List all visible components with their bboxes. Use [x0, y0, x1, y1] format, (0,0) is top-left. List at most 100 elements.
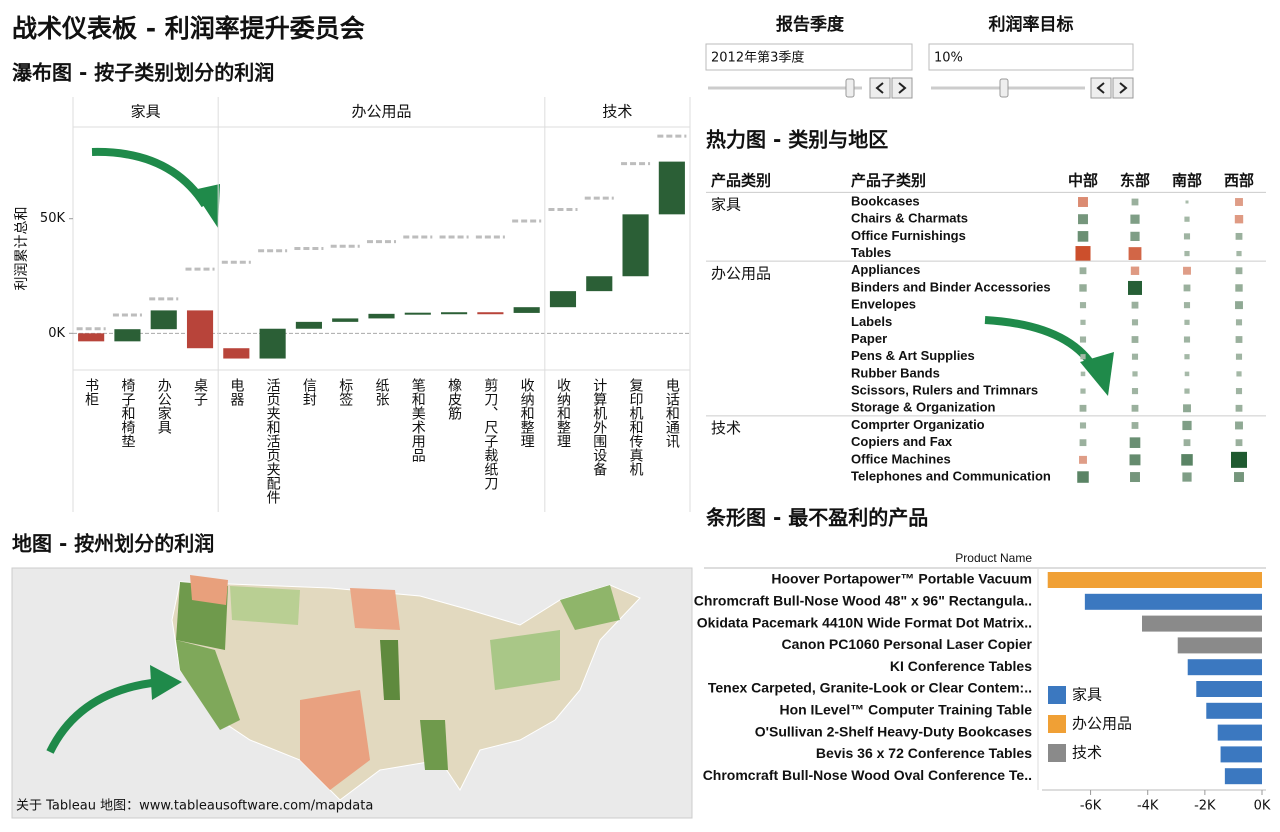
product-label: Hon ILevel™ Computer Training Table — [779, 702, 1032, 718]
x-tick-label: 计算机外围设备 — [591, 378, 607, 476]
next-button[interactable] — [891, 77, 913, 99]
product-label: Chromcraft Bull-Nose Wood 48" x 96" Rect… — [694, 593, 1032, 609]
bar — [1196, 681, 1262, 697]
row-group-label: 技术 — [711, 419, 741, 437]
bar — [1047, 572, 1262, 588]
heatmap-title: 热力图 - 类别与地区 — [706, 128, 888, 152]
filter-label: 利润率目标 — [989, 14, 1074, 35]
heat-cell — [1080, 319, 1086, 325]
filter-quarter[interactable]: 报告季度 2012年第3季度 — [705, 14, 913, 99]
state — [230, 586, 300, 625]
prev-icon — [875, 82, 884, 94]
heat-cell — [1182, 420, 1192, 431]
waterfall-bar — [78, 333, 105, 342]
x-tick-label: 椅子和椅垫 — [119, 378, 135, 448]
heat-cell — [1183, 284, 1191, 292]
product-label: Canon PC1060 Personal Laser Copier — [781, 636, 1032, 652]
waterfall-bar — [186, 310, 214, 349]
heat-cell — [1131, 336, 1139, 343]
x-tick-label: 办公家具 — [156, 378, 172, 434]
x-tick-label: 电器 — [228, 378, 244, 406]
heat-cell — [1131, 301, 1139, 309]
waterfall-bar — [150, 310, 177, 330]
row-label: Paper — [851, 331, 887, 346]
bar — [1206, 702, 1262, 719]
heat-cell — [1079, 336, 1087, 343]
waterfall-bar — [295, 321, 322, 329]
row-label: Storage & Organization — [851, 400, 996, 415]
next-button[interactable] — [1112, 77, 1134, 99]
filter-input[interactable] — [705, 43, 913, 71]
x-tick-label: 标签 — [337, 378, 353, 406]
row-label: Scissors, Rulers and Trimnars — [851, 383, 1038, 398]
group-label: 办公用品 — [351, 103, 411, 121]
heat-cell — [1080, 354, 1086, 360]
product-label: Bevis 36 x 72 Conference Tables — [816, 745, 1032, 761]
legend-swatch — [1048, 715, 1066, 733]
row-label: Tables — [851, 245, 891, 260]
heat-cell — [1131, 404, 1139, 412]
column-header: 中部 — [1068, 172, 1098, 190]
row-label: Copiers and Fax — [851, 434, 953, 449]
heat-cell — [1130, 214, 1140, 224]
waterfall-bar — [549, 291, 577, 308]
heat-cell — [1131, 198, 1139, 206]
product-label: O'Sullivan 2-Shelf Heavy-Duty Bookcases — [755, 723, 1032, 739]
bar — [1217, 724, 1262, 741]
heat-cell — [1079, 439, 1087, 447]
bar — [1177, 637, 1262, 654]
bar — [1142, 615, 1262, 632]
prev-icon — [1096, 82, 1105, 94]
heat-cell — [1183, 233, 1191, 240]
heat-cell — [1129, 437, 1141, 448]
heat-cell — [1235, 284, 1243, 292]
x-tick-label: 信封 — [301, 378, 317, 406]
filter-input[interactable] — [928, 43, 1134, 71]
map-title: 地图 - 按州划分的利润 — [12, 532, 214, 556]
legend-swatch — [1048, 686, 1066, 704]
heat-cell — [1181, 454, 1193, 466]
slider-thumb[interactable] — [845, 78, 855, 98]
bar-title: 条形图 - 最不盈利的产品 — [706, 506, 928, 530]
row-group-label: 家具 — [711, 196, 741, 214]
heat-cell — [1077, 231, 1089, 242]
state — [350, 588, 400, 630]
y-axis-label: 利润累计总和 — [14, 207, 30, 291]
waterfall-bar — [368, 313, 395, 319]
heat-cell — [1234, 214, 1244, 224]
heat-cell — [1128, 247, 1142, 260]
heat-cell — [1184, 216, 1190, 222]
heat-cell — [1131, 422, 1139, 429]
row-label: Office Furnishings — [851, 228, 966, 243]
prev-button[interactable] — [869, 77, 891, 99]
filter-target[interactable]: 利润率目标 10% — [928, 14, 1134, 99]
x-tick-label: 复印机和传真机 — [628, 377, 644, 477]
heat-cell — [1235, 267, 1243, 275]
heat-cell — [1079, 302, 1087, 309]
heat-cell — [1184, 250, 1190, 257]
next-icon — [898, 82, 907, 94]
filter-value: 10% — [934, 51, 963, 66]
x-tick-label: 电话和通讯 — [664, 378, 680, 449]
heat-cell — [1079, 455, 1087, 464]
waterfall-bar — [586, 276, 613, 292]
x-tick-label: 收纳和整理 — [555, 378, 571, 448]
legend-label: 家具 — [1072, 686, 1102, 704]
slider-thumb[interactable] — [999, 78, 1009, 98]
waterfall-bar — [223, 348, 250, 359]
row-label: Rubber Bands — [851, 365, 940, 380]
x-tick-label: 笔和美术用品 — [410, 378, 426, 462]
filter-value: 2012年第3季度 — [711, 50, 804, 66]
heat-cell — [1184, 319, 1190, 325]
waterfall-bar — [513, 307, 540, 313]
heat-cell — [1235, 353, 1243, 360]
arrow — [984, 316, 1099, 373]
heat-cell — [1132, 371, 1138, 377]
prev-button[interactable] — [1090, 77, 1112, 99]
legend-swatch — [1048, 744, 1066, 762]
x-tick-label: 剪刀、尺子裁纸刀 — [482, 378, 498, 491]
group-label: 家具 — [131, 103, 161, 121]
state — [300, 690, 370, 790]
heat-cell — [1235, 336, 1243, 343]
